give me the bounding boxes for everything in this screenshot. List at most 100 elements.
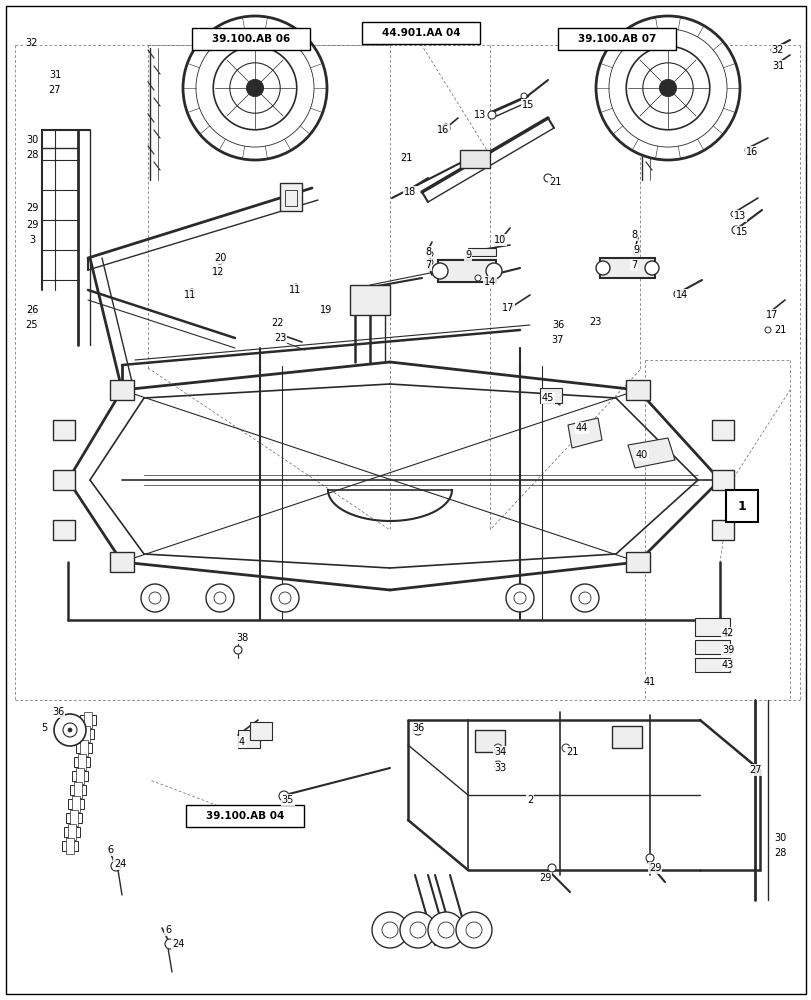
Bar xyxy=(280,183,302,211)
Text: 36: 36 xyxy=(551,320,564,330)
Circle shape xyxy=(543,174,551,182)
Circle shape xyxy=(561,744,569,752)
Circle shape xyxy=(659,79,676,97)
Text: 35: 35 xyxy=(281,795,294,805)
Text: 8: 8 xyxy=(630,230,637,240)
Text: 44: 44 xyxy=(575,423,587,433)
Bar xyxy=(467,248,496,256)
Bar xyxy=(78,754,86,770)
Circle shape xyxy=(431,263,448,279)
Circle shape xyxy=(165,939,175,949)
Bar xyxy=(539,388,561,403)
Text: 26: 26 xyxy=(26,305,38,315)
Text: 27: 27 xyxy=(749,765,762,775)
Bar xyxy=(285,190,297,206)
Circle shape xyxy=(322,309,328,315)
Text: 21: 21 xyxy=(565,747,577,757)
Text: 16: 16 xyxy=(436,125,448,135)
Bar xyxy=(70,810,78,826)
Bar xyxy=(694,618,729,636)
Text: 39: 39 xyxy=(721,645,733,655)
Text: 15: 15 xyxy=(735,227,747,237)
Text: 33: 33 xyxy=(493,763,505,773)
Circle shape xyxy=(427,259,432,265)
Circle shape xyxy=(466,922,482,938)
Text: 38: 38 xyxy=(235,633,248,643)
Bar xyxy=(74,757,90,767)
Circle shape xyxy=(427,912,463,948)
Circle shape xyxy=(673,290,681,298)
Circle shape xyxy=(730,211,736,217)
Circle shape xyxy=(521,93,526,99)
Text: 36: 36 xyxy=(411,723,423,733)
Circle shape xyxy=(437,922,453,938)
Bar xyxy=(76,743,92,753)
Bar xyxy=(80,740,88,756)
Circle shape xyxy=(456,912,491,948)
Circle shape xyxy=(427,251,432,257)
Bar xyxy=(78,729,94,739)
Text: 45: 45 xyxy=(541,393,553,403)
Bar xyxy=(557,28,676,50)
Text: 29: 29 xyxy=(539,873,551,883)
Text: 23: 23 xyxy=(588,317,600,327)
Bar xyxy=(80,715,96,725)
Text: 32: 32 xyxy=(771,45,783,55)
Circle shape xyxy=(234,646,242,654)
Bar xyxy=(66,813,82,823)
Text: 27: 27 xyxy=(49,85,61,95)
Bar xyxy=(53,420,75,440)
Circle shape xyxy=(410,922,426,938)
Bar xyxy=(250,722,272,740)
Circle shape xyxy=(413,725,423,735)
Text: 37: 37 xyxy=(551,335,564,345)
Bar xyxy=(76,768,84,784)
Text: 40: 40 xyxy=(635,450,647,460)
Circle shape xyxy=(764,327,770,333)
Circle shape xyxy=(644,261,659,275)
Text: 13: 13 xyxy=(474,110,486,120)
Bar xyxy=(599,258,654,278)
Circle shape xyxy=(578,592,590,604)
Circle shape xyxy=(214,592,225,604)
Text: 36: 36 xyxy=(52,707,64,717)
Circle shape xyxy=(474,275,480,281)
Circle shape xyxy=(293,284,298,290)
Circle shape xyxy=(493,761,501,769)
Circle shape xyxy=(68,728,72,732)
Circle shape xyxy=(646,854,653,862)
Text: 30: 30 xyxy=(26,135,38,145)
Text: 39.100.AB 06: 39.100.AB 06 xyxy=(212,34,290,44)
Circle shape xyxy=(633,249,638,255)
Bar xyxy=(53,520,75,540)
Text: 21: 21 xyxy=(548,177,560,187)
Circle shape xyxy=(496,237,502,243)
Text: 9: 9 xyxy=(465,250,470,260)
Polygon shape xyxy=(627,438,674,468)
Circle shape xyxy=(401,154,410,162)
Bar xyxy=(109,552,134,572)
Circle shape xyxy=(770,47,776,53)
Circle shape xyxy=(63,723,77,737)
Circle shape xyxy=(141,584,169,612)
Circle shape xyxy=(279,592,290,604)
Text: 6: 6 xyxy=(165,925,171,935)
Text: 6: 6 xyxy=(107,845,113,855)
Text: 7: 7 xyxy=(424,260,431,270)
Text: 18: 18 xyxy=(403,187,415,197)
Text: 7: 7 xyxy=(630,260,637,270)
Polygon shape xyxy=(568,418,601,448)
Bar xyxy=(109,380,134,400)
Bar xyxy=(625,552,649,572)
Text: 31: 31 xyxy=(49,70,61,80)
Bar xyxy=(711,470,733,490)
Bar xyxy=(460,150,489,168)
Text: 41: 41 xyxy=(643,677,655,687)
Bar xyxy=(68,799,84,809)
Bar xyxy=(711,520,733,540)
Text: 9: 9 xyxy=(632,245,638,255)
Bar xyxy=(350,285,389,315)
Text: 22: 22 xyxy=(272,318,284,328)
Circle shape xyxy=(493,744,501,752)
Bar xyxy=(82,726,90,742)
